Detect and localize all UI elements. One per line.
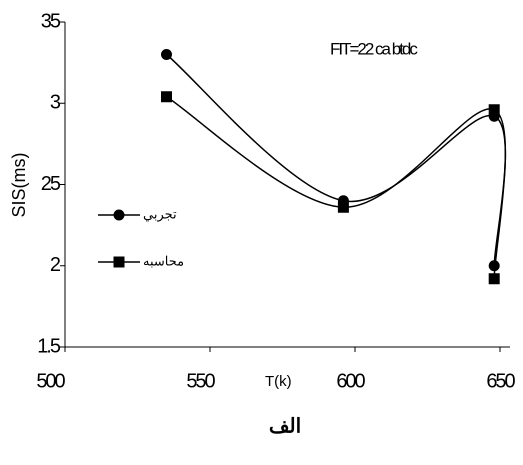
data-point	[488, 260, 500, 272]
legend-marker	[113, 256, 125, 268]
y-tick-label: 25	[41, 173, 61, 195]
legend-marker	[113, 209, 125, 221]
x-tick-label: 500	[36, 370, 65, 392]
x-tick-label: 650	[486, 370, 515, 392]
y-tick-label: 35	[41, 10, 61, 32]
legend-label: تجربي	[143, 206, 177, 222]
legend-label: محاسبه	[143, 253, 184, 268]
y-tick-label: 3	[50, 92, 61, 114]
data-point	[161, 49, 172, 60]
caption: الف	[269, 415, 301, 437]
series-line	[166, 53, 507, 266]
data-point	[337, 201, 349, 213]
series-line	[166, 96, 507, 279]
x-axis-label: T(k)	[265, 373, 292, 390]
data-point	[488, 273, 500, 285]
annotation: FIT=22 ca btdc	[330, 39, 418, 58]
x-tick-label: 600	[336, 370, 365, 392]
y-axis-label: SIS(ms)	[9, 153, 29, 218]
y-tick-label: 1.5	[37, 335, 61, 357]
data-point	[161, 91, 172, 103]
data-point	[488, 104, 500, 116]
x-tick-label: 550	[186, 370, 215, 392]
y-tick-label: 2	[50, 254, 61, 276]
